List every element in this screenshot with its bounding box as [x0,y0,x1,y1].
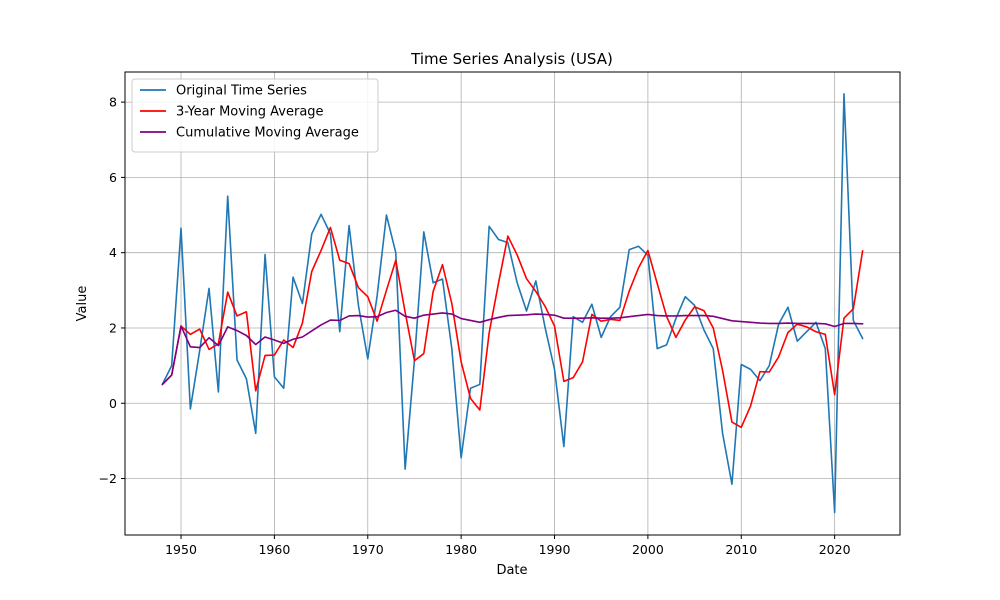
y-axis: −2 0 2 4 6 8 [99,95,125,486]
x-axis-label: Date [496,563,527,578]
legend-entry: 3-Year Moving Average [176,105,324,120]
y-tick-label: 0 [109,396,117,411]
x-tick-label: 2000 [632,542,664,557]
plot-frame [124,71,901,536]
legend-entry: Cumulative Moving Average [176,126,359,141]
series-line-3-year-moving-average [161,226,864,429]
y-tick-label: 6 [109,170,117,185]
x-tick-label: 1980 [445,542,477,557]
y-axis-label: Value [75,286,90,322]
y-tick-label: 2 [109,320,117,335]
y-tick-label: −2 [99,471,117,486]
x-tick-label: 1960 [258,542,290,557]
y-tick-label: 8 [109,95,117,110]
x-tick-label: 2010 [725,542,757,557]
x-tick-label: 1950 [165,542,197,557]
series-layer [161,93,864,514]
x-tick-label: 1970 [352,542,384,557]
legend: Original Time Series 3-Year Moving Averag… [131,78,379,153]
y-tick-label: 4 [109,245,117,260]
series-line-original-time-series [161,93,864,514]
legend-box [131,78,379,153]
x-tick-label: 1990 [539,542,571,557]
chart-title: Time Series Analysis (USA) [410,50,613,68]
series-line-cumulative-moving-average [161,309,864,386]
legend-entry: Original Time Series [176,84,307,99]
x-tick-label: 2020 [819,542,851,557]
x-axis: 1950 1960 1970 1980 1990 2000 2010 2020 [165,535,851,557]
